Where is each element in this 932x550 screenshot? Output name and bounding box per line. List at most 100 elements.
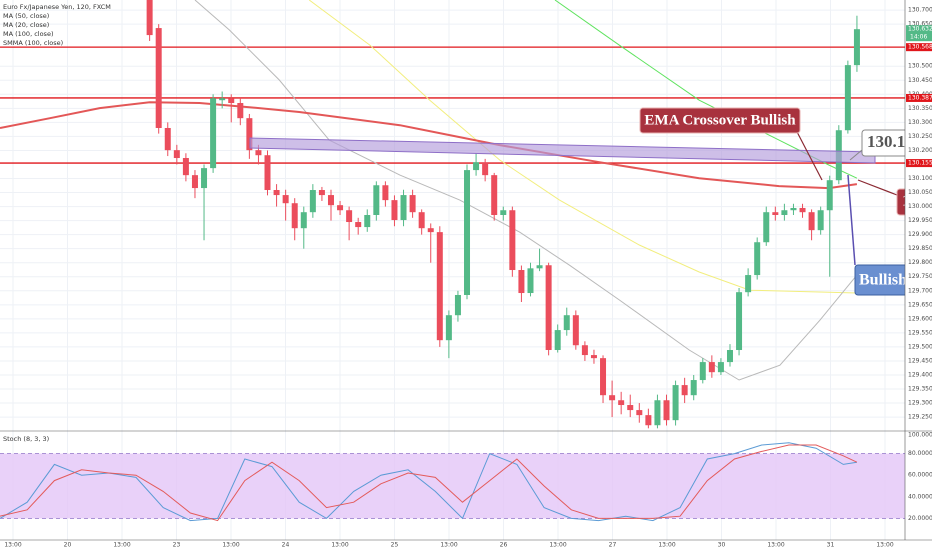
y-tick-label: 130.250 bbox=[908, 133, 932, 140]
legend-entry: MA (100, close) bbox=[3, 30, 53, 38]
candle-body bbox=[482, 162, 489, 176]
candle-body bbox=[454, 294, 461, 316]
level-label: 130.387 bbox=[908, 94, 932, 101]
candle-body bbox=[518, 270, 525, 294]
candle-body bbox=[808, 212, 815, 231]
candle-body bbox=[708, 362, 715, 373]
candle-body bbox=[201, 168, 208, 189]
x-tick-label: 30 bbox=[718, 542, 726, 549]
stoch-panel bbox=[0, 442, 905, 522]
candle-body bbox=[817, 210, 824, 231]
candle-body bbox=[690, 380, 697, 396]
y-tick-label: 129.650 bbox=[908, 301, 932, 308]
x-tick-label: 31 bbox=[827, 542, 835, 549]
candle-body bbox=[219, 98, 226, 101]
candle-body bbox=[300, 212, 307, 229]
candle-body bbox=[427, 228, 434, 233]
candle-body bbox=[146, 0, 153, 36]
candle-body bbox=[717, 362, 724, 373]
candle-body bbox=[554, 330, 561, 351]
indicator-line bbox=[194, 0, 858, 381]
candle-body bbox=[318, 190, 325, 196]
legend-entry: MA (20, close) bbox=[3, 21, 49, 29]
indicator-line bbox=[308, 0, 857, 294]
candle-body bbox=[826, 180, 833, 211]
candle-body bbox=[681, 385, 688, 396]
y-tick-label: 129.600 bbox=[908, 315, 932, 322]
stoch-tick-label: 100.0000 bbox=[908, 432, 932, 439]
x-tick-label: 27 bbox=[609, 542, 617, 549]
stoch-tick-label: 60.0000 bbox=[908, 472, 932, 479]
candle-body bbox=[563, 315, 570, 331]
arrow bbox=[849, 149, 863, 161]
candle-body bbox=[464, 170, 471, 295]
candle-body bbox=[663, 400, 670, 421]
y-tick-label: 130.100 bbox=[908, 175, 932, 182]
y-tick-label: 129.700 bbox=[908, 287, 932, 294]
y-tick-label: 129.750 bbox=[908, 273, 932, 280]
countdown: 14:06 bbox=[910, 34, 927, 41]
candle-body bbox=[228, 98, 235, 104]
candle-body bbox=[600, 358, 607, 396]
y-tick-label: 130.450 bbox=[908, 77, 932, 84]
candle-body bbox=[509, 210, 516, 271]
level-label-box bbox=[906, 93, 932, 102]
y-tick-label: 129.950 bbox=[908, 217, 932, 224]
candle-body bbox=[772, 212, 779, 215]
x-tick-label: 13:00 bbox=[876, 542, 893, 549]
candle-body bbox=[618, 400, 625, 406]
x-tick-label: 13:00 bbox=[440, 542, 457, 549]
candle-body bbox=[373, 185, 380, 215]
candle-body bbox=[282, 195, 289, 204]
x-tick-label: 13:00 bbox=[4, 542, 21, 549]
candle-body bbox=[255, 150, 262, 156]
main-plot bbox=[0, 0, 905, 429]
candle-body bbox=[636, 410, 643, 416]
last-price: 130.632 bbox=[908, 26, 932, 33]
indicator-line bbox=[0, 101, 858, 190]
y-tick-label: 129.400 bbox=[908, 371, 932, 378]
candle-body bbox=[173, 150, 180, 159]
last-price-box bbox=[906, 25, 932, 42]
y-tick-label: 129.500 bbox=[908, 343, 932, 350]
candle-body bbox=[699, 362, 706, 381]
candle-body bbox=[409, 195, 416, 213]
candle-body bbox=[572, 315, 579, 346]
candle-body bbox=[436, 232, 443, 341]
candle-body bbox=[355, 222, 362, 228]
annotation-box bbox=[861, 129, 905, 157]
level-label-box bbox=[906, 159, 932, 168]
candle-body bbox=[237, 103, 244, 119]
x-tick-label: 26 bbox=[500, 542, 508, 549]
candle-body bbox=[391, 200, 398, 221]
x-tick-label: 13:00 bbox=[549, 542, 566, 549]
arrow bbox=[794, 127, 823, 181]
y-tick-label: 130.700 bbox=[908, 7, 932, 14]
candle-body bbox=[164, 127, 171, 151]
level-label: 130.155 bbox=[908, 160, 932, 167]
annotation-box bbox=[639, 107, 801, 134]
stoch-d bbox=[0, 444, 858, 522]
legend-title: Euro Fx/Japanese Yen, 120, FXCM bbox=[3, 3, 111, 11]
x-tick-label: 13:00 bbox=[113, 542, 130, 549]
candle-body bbox=[182, 158, 189, 176]
level-label-box bbox=[906, 43, 932, 52]
level-label: 130.568 bbox=[908, 44, 932, 51]
y-tick-label: 129.300 bbox=[908, 400, 932, 407]
x-tick-label: 20 bbox=[64, 542, 72, 549]
y-tick-label: 130.200 bbox=[908, 147, 932, 154]
candle-body bbox=[527, 268, 534, 294]
arrow bbox=[847, 174, 856, 266]
candle-body bbox=[581, 345, 588, 356]
candle-body bbox=[264, 155, 271, 191]
y-tick-label: 129.850 bbox=[908, 245, 932, 252]
annotation: EMA Crossover Bullish bbox=[644, 112, 796, 128]
x-tick-label: 13:00 bbox=[658, 542, 675, 549]
candle-body bbox=[781, 210, 788, 215]
stoch-k bbox=[0, 442, 857, 522]
annotation: Bullish bbox=[859, 272, 907, 289]
annotation: 1 bbox=[902, 193, 910, 210]
candle-body bbox=[754, 242, 761, 276]
candle-body bbox=[763, 212, 770, 243]
